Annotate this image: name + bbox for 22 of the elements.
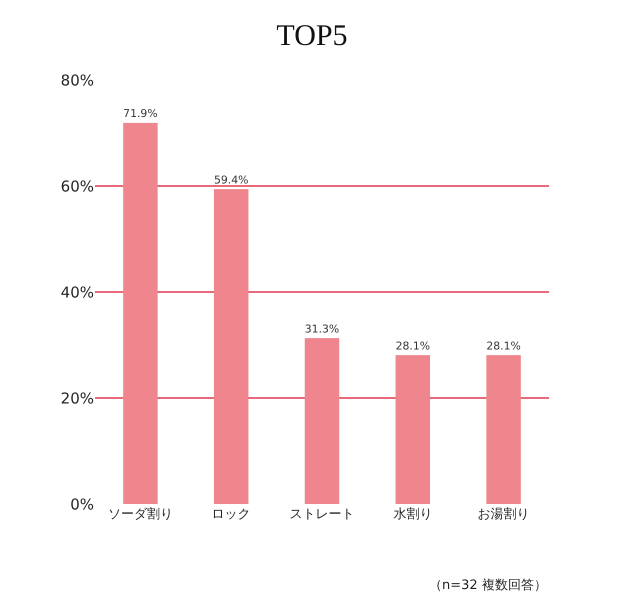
data-label: 31.3% (304, 322, 340, 336)
x-tick-label: お湯割り (478, 507, 530, 522)
x-tick-label: ストレート (290, 507, 354, 522)
x-tick-label: ソーダ割り (108, 507, 173, 522)
chart-title: TOP5 (276, 18, 348, 52)
bar (214, 189, 248, 504)
bar (486, 355, 521, 504)
data-label: 28.1% (396, 339, 430, 352)
x-tick-label: ロック (212, 507, 251, 522)
bar (123, 122, 158, 504)
x-tick-label: 水割り (393, 507, 432, 522)
data-label: 71.9% (123, 107, 158, 120)
y-tick-label: 80% (60, 71, 94, 90)
data-label: 28.1% (486, 339, 521, 352)
bar (396, 355, 430, 504)
y-tick-label: 40% (60, 283, 94, 302)
y-tick-label: 0% (70, 495, 94, 514)
data-label: 59.4% (214, 173, 248, 186)
y-tick-label: 20% (60, 389, 94, 408)
text: （n=32 複数回答） (429, 578, 547, 593)
bar (304, 338, 340, 504)
y-tick-label: 60% (60, 177, 94, 196)
